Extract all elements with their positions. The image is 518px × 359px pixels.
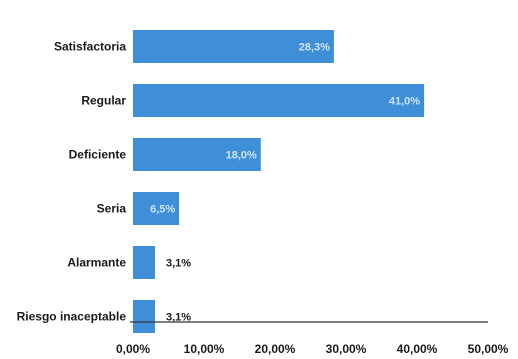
category-label-seria: Seria [97,202,127,216]
bar-satisfactoria [133,30,334,63]
category-label-riesgo-inaceptable: Riesgo inaceptable [17,310,127,324]
value-label-seria: 6,5% [150,204,175,216]
bar-alarmante [133,246,155,279]
value-labels: 28,3% 41,0% 18,0% 6,5% 3,1% 3,1% [150,42,420,324]
value-label-deficiente: 18,0% [226,150,257,162]
category-label-satisfactoria: Satisfactoria [54,40,126,54]
bar-deficiente [133,138,261,171]
bar-regular [133,84,425,117]
category-label-alarmante: Alarmante [67,256,126,270]
value-label-satisfactoria: 28,3% [299,42,330,54]
x-tick-labels: 0,00% 10,00% 20,00% 30,00% 40,00% 50,00% [116,342,509,356]
category-labels: Satisfactoria Regular Deficiente Seria Alarm… [17,40,127,324]
value-label-riesgo-inaceptable: 3,1% [166,312,191,324]
x-tick-label: 20,00% [255,342,296,356]
category-label-deficiente: Deficiente [69,148,127,162]
x-tick-label: 10,00% [184,342,225,356]
value-label-alarmante: 3,1% [166,258,191,270]
x-tick-label: 0,00% [116,342,150,356]
bars-group [133,30,425,333]
value-label-regular: 41,0% [389,96,420,108]
x-tick-label: 50,00% [468,342,509,356]
bar-riesgo-inaceptable [133,300,155,333]
x-tick-label: 40,00% [397,342,438,356]
x-tick-label: 30,00% [326,342,367,356]
bar-seria [133,192,180,225]
category-label-regular: Regular [81,94,126,108]
